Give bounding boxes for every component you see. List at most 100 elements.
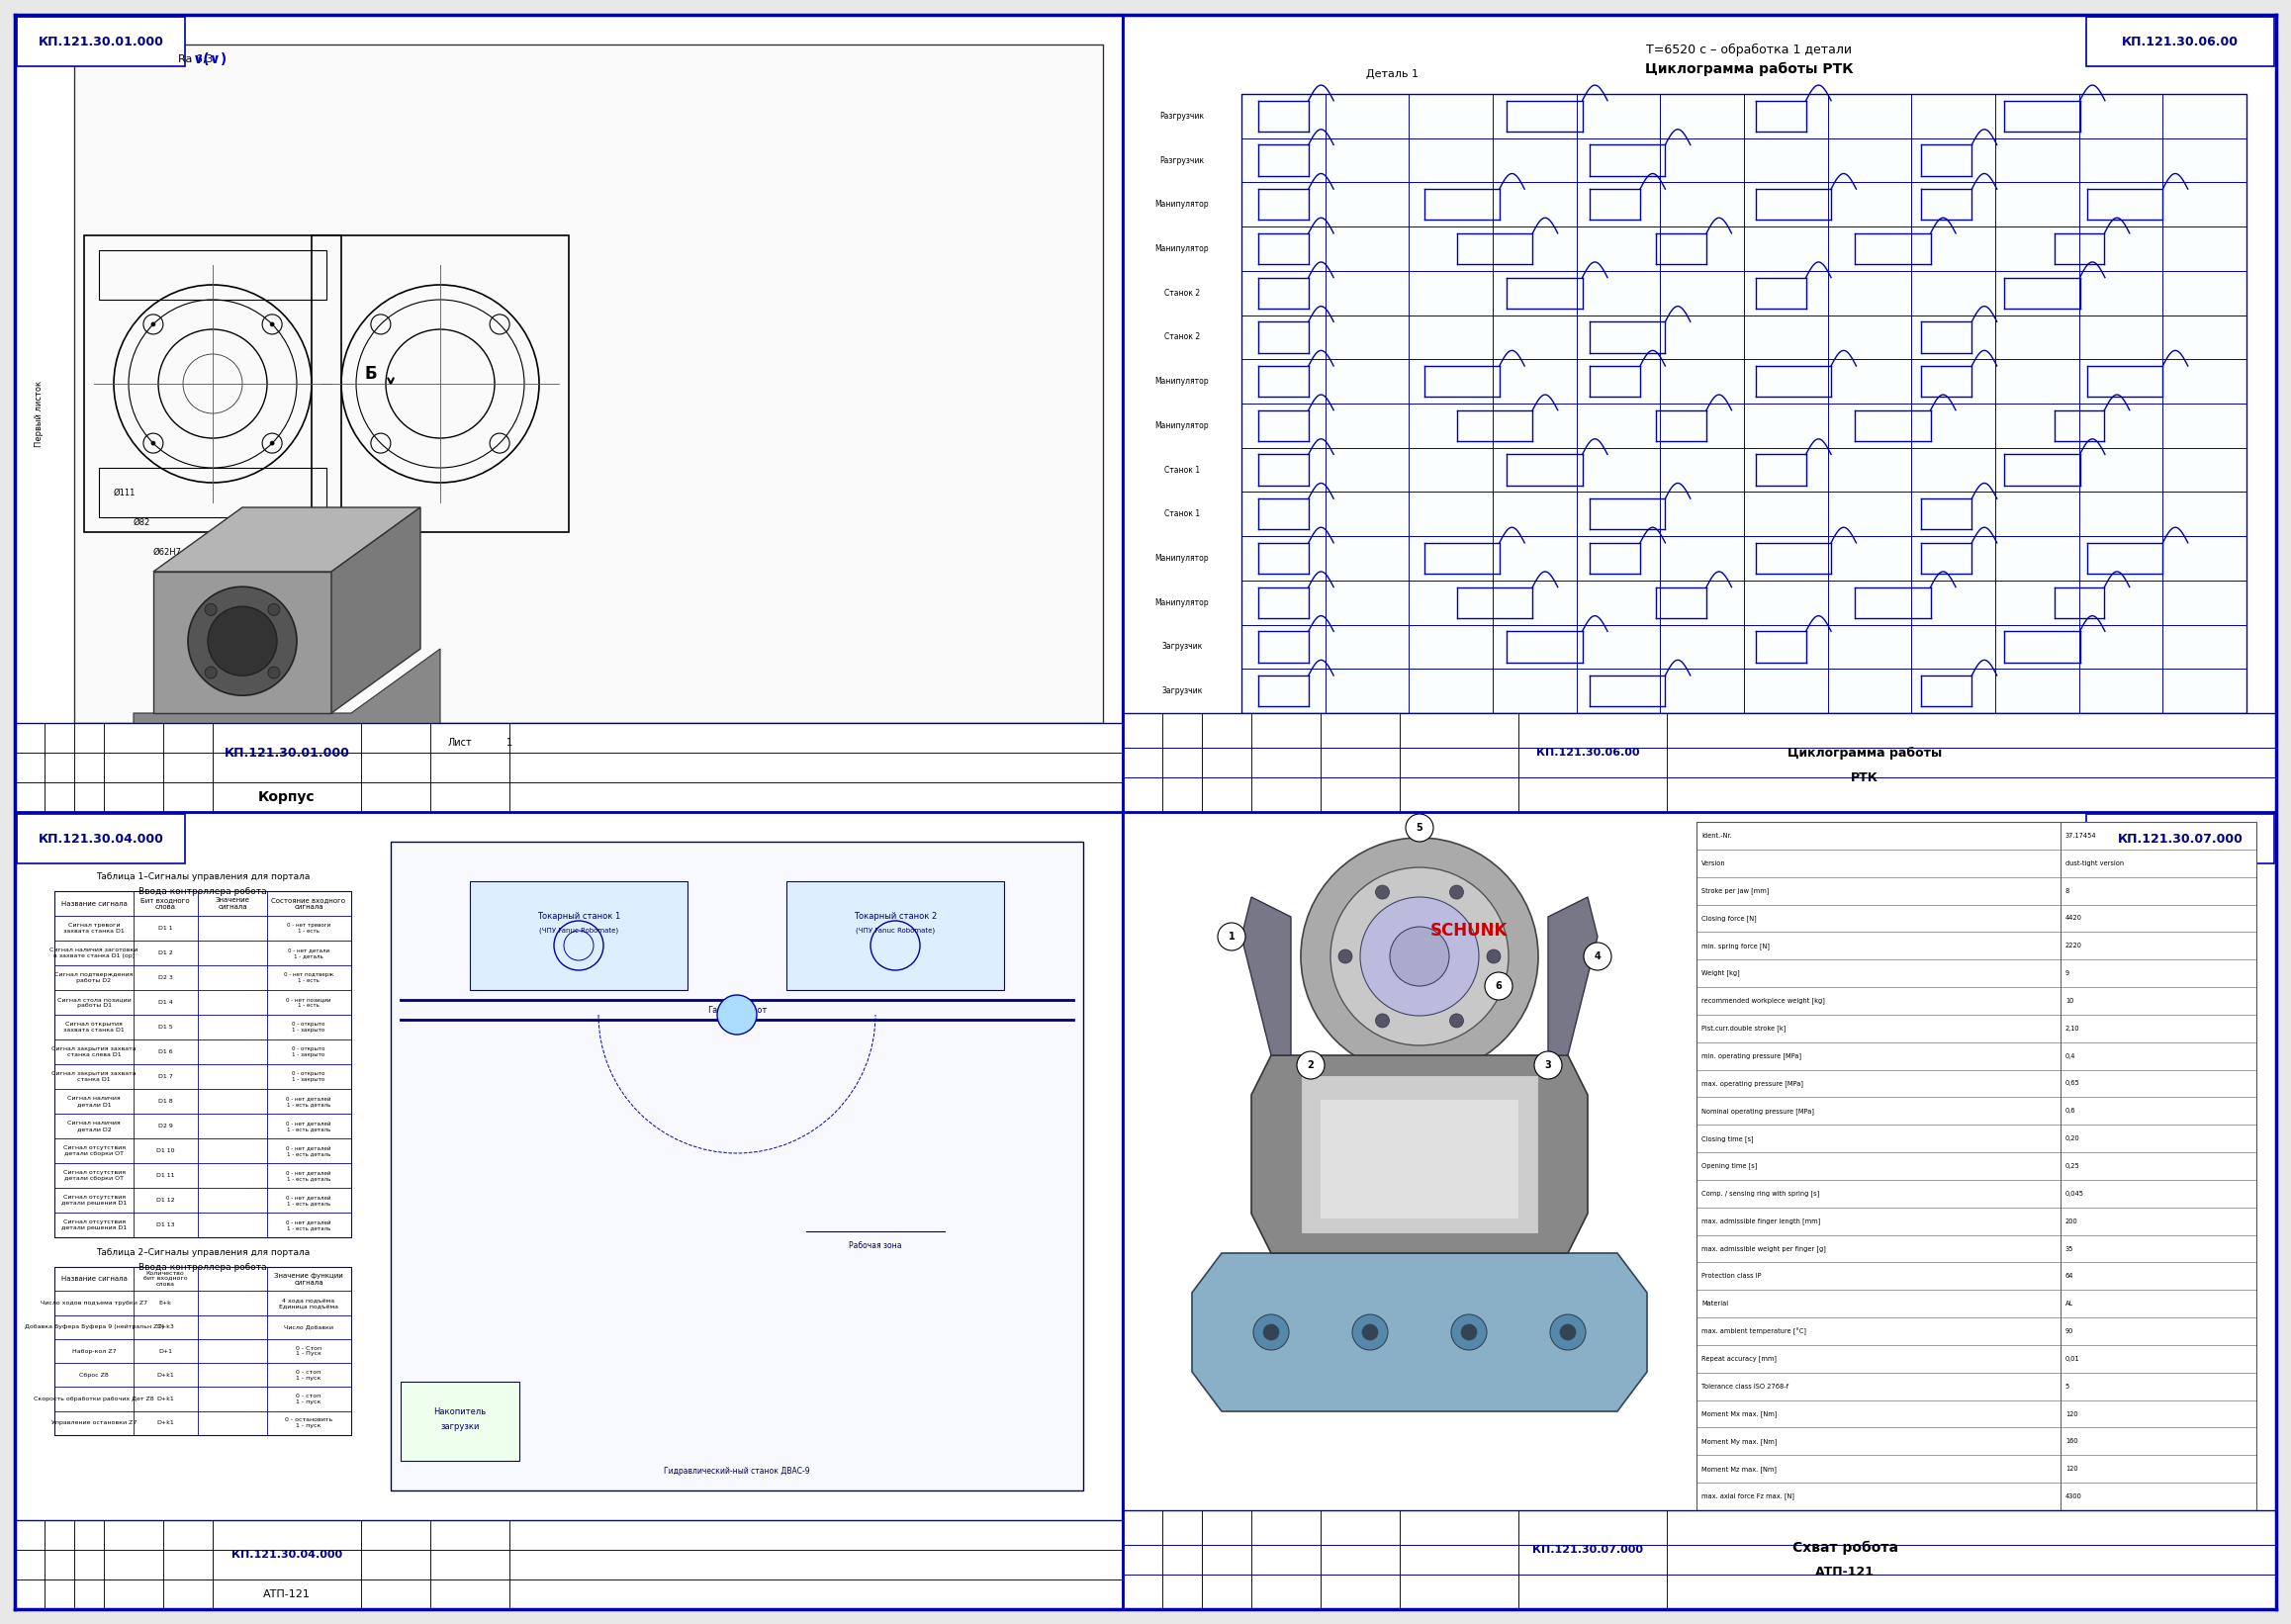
Bar: [99, 468, 325, 518]
Text: КП.121.30.04.000: КП.121.30.04.000: [39, 831, 163, 844]
Text: max. axial force Fz max. [N]: max. axial force Fz max. [N]: [1702, 1492, 1794, 1501]
Text: (ЧПУ Fanuc Robomate): (ЧПУ Fanuc Robomate): [538, 927, 619, 934]
Text: Управление остановки Z7: Управление остановки Z7: [50, 1421, 137, 1426]
Text: 0 - открыто
1 - закрыто: 0 - открыто 1 - закрыто: [291, 1072, 325, 1082]
Text: 6: 6: [1496, 981, 1503, 991]
Circle shape: [268, 604, 280, 615]
Text: D1 4: D1 4: [158, 1000, 172, 1005]
Text: 0 - остановить
1 - пуск: 0 - остановить 1 - пуск: [284, 1418, 332, 1429]
Text: dust-tight version: dust-tight version: [2066, 861, 2124, 866]
Text: Значение
сигнала: Значение сигнала: [215, 896, 250, 909]
Bar: [401, 1382, 520, 1462]
Text: Манипулятор: Манипулятор: [1155, 421, 1210, 430]
Text: max. operating pressure [MPa]: max. operating pressure [MPa]: [1702, 1080, 1803, 1086]
Text: загрузки: загрузки: [440, 1421, 479, 1431]
Text: 0 - стоп
1 - пуск: 0 - стоп 1 - пуск: [296, 1369, 321, 1380]
Bar: [85, 235, 341, 533]
Circle shape: [1361, 896, 1480, 1015]
Bar: [2087, 814, 2275, 864]
Text: Состояние входного
сигнала: Состояние входного сигнала: [273, 896, 346, 909]
Text: 2,10: 2,10: [2066, 1025, 2080, 1031]
Text: КП.121.30.01.000: КП.121.30.01.000: [39, 36, 163, 49]
Circle shape: [151, 322, 156, 326]
Circle shape: [1551, 1314, 1585, 1350]
Text: Токарный станок 1: Токарный станок 1: [536, 911, 621, 921]
Text: D+k1: D+k1: [156, 1397, 174, 1402]
Text: ∨(∨): ∨(∨): [192, 52, 227, 67]
Circle shape: [268, 666, 280, 679]
Text: КП.121.30.01.000: КП.121.30.01.000: [225, 747, 351, 758]
Circle shape: [1560, 1324, 1576, 1340]
Text: РТК: РТК: [1851, 771, 1879, 784]
Polygon shape: [1549, 896, 1597, 1056]
Text: Weight [kg]: Weight [kg]: [1702, 970, 1739, 976]
Text: D+k1: D+k1: [156, 1372, 174, 1377]
Text: D1 1: D1 1: [158, 926, 172, 931]
Circle shape: [1450, 885, 1464, 900]
Text: 0 - открыто
1 - закрыто: 0 - открыто 1 - закрыто: [291, 1046, 325, 1057]
Text: 0 - нет позиции
1 - есть: 0 - нет позиции 1 - есть: [286, 997, 332, 1009]
Bar: [73, 44, 1102, 723]
Text: Схват робота: Схват робота: [1792, 1541, 1897, 1554]
Text: Closing time [s]: Closing time [s]: [1702, 1135, 1753, 1142]
Text: Скорость обработки рабочих Дет Z8: Скорость обработки рабочих Дет Z8: [34, 1397, 153, 1402]
Text: Repeat accuracy [mm]: Repeat accuracy [mm]: [1702, 1356, 1776, 1363]
Text: Ø62Н7: Ø62Н7: [153, 547, 181, 557]
Text: 3: 3: [1544, 1060, 1551, 1070]
Text: Сигнал наличия заготовки
в захвате станка D1 (ор): Сигнал наличия заготовки в захвате станк…: [50, 947, 137, 958]
Text: AL: AL: [2066, 1301, 2073, 1307]
Text: E+k: E+k: [158, 1301, 172, 1306]
Circle shape: [1375, 885, 1388, 900]
Circle shape: [1391, 927, 1450, 986]
Text: Closing force [N]: Closing force [N]: [1702, 914, 1757, 921]
Text: Название сигнала: Название сигнала: [62, 1276, 126, 1281]
Text: 0 - нет деталей
1 - есть деталь: 0 - нет деталей 1 - есть деталь: [286, 1195, 332, 1205]
Text: Первый листок: Первый листок: [34, 380, 44, 447]
Text: min. operating pressure [MPa]: min. operating pressure [MPa]: [1702, 1052, 1801, 1059]
Text: Гантри-робот: Гантри-робот: [708, 1005, 767, 1015]
Text: Разгрузчик: Разгрузчик: [1159, 112, 1205, 120]
Text: D+1: D+1: [158, 1348, 172, 1353]
Text: Tolerance class ISO 2768-f: Tolerance class ISO 2768-f: [1702, 1384, 1789, 1389]
Bar: [470, 882, 687, 991]
Circle shape: [1450, 1314, 1487, 1350]
Text: Nominal operating pressure [MPa]: Nominal operating pressure [MPa]: [1702, 1108, 1814, 1114]
Text: 4 хода подъёма
Единица подъёма: 4 хода подъёма Единица подъёма: [280, 1298, 339, 1309]
Circle shape: [1375, 1013, 1388, 1028]
Text: Манипулятор: Манипулятор: [1155, 377, 1210, 387]
Text: Protection class IP: Protection class IP: [1702, 1273, 1762, 1280]
Bar: [99, 250, 325, 300]
Text: D1 13: D1 13: [156, 1223, 174, 1228]
Text: Токарный станок 2: Токарный станок 2: [855, 911, 937, 921]
Text: 5: 5: [2066, 1384, 2069, 1389]
Text: Сигнал отсутствия
детали сборки OT: Сигнал отсутствия детали сборки OT: [62, 1145, 126, 1156]
Text: Сигнал подтверждения
работы D2: Сигнал подтверждения работы D2: [55, 973, 133, 983]
Bar: [16, 814, 186, 864]
Text: Ввода контроллера робота: Ввода контроллера робота: [140, 887, 266, 895]
Text: 0,65: 0,65: [2066, 1080, 2080, 1086]
Text: Сигнал тревоги
захвата станка D1: Сигнал тревоги захвата станка D1: [64, 922, 124, 934]
Text: Набор-кол Z7: Набор-кол Z7: [71, 1348, 117, 1353]
Circle shape: [1352, 1314, 1388, 1350]
Text: 4300: 4300: [2066, 1494, 2083, 1499]
Text: 0,6: 0,6: [2066, 1108, 2076, 1114]
Text: 35: 35: [2066, 1246, 2073, 1252]
Text: Загрузчик: Загрузчик: [1162, 687, 1203, 695]
Text: max. admissible finger length [mm]: max. admissible finger length [mm]: [1702, 1218, 1821, 1224]
Circle shape: [204, 604, 218, 615]
Text: D1 7: D1 7: [158, 1073, 172, 1078]
Text: Ø111: Ø111: [115, 489, 135, 497]
Text: min. spring force [N]: min. spring force [N]: [1702, 942, 1769, 948]
Text: Moment Mz max. [Nm]: Moment Mz max. [Nm]: [1702, 1465, 1776, 1473]
Text: max. admissible weight per finger [g]: max. admissible weight per finger [g]: [1702, 1246, 1826, 1252]
Circle shape: [1407, 814, 1434, 841]
Bar: [1123, 15, 2277, 812]
Text: Манипулятор: Манипулятор: [1155, 598, 1210, 607]
Text: Манипулятор: Манипулятор: [1155, 554, 1210, 564]
Text: Opening time [s]: Opening time [s]: [1702, 1163, 1757, 1169]
Text: D+k3: D+k3: [156, 1325, 174, 1330]
Circle shape: [1462, 1324, 1478, 1340]
Text: 10: 10: [2066, 997, 2073, 1004]
Text: Moment Mx max. [Nm]: Moment Mx max. [Nm]: [1702, 1411, 1778, 1418]
Circle shape: [1583, 942, 1611, 970]
